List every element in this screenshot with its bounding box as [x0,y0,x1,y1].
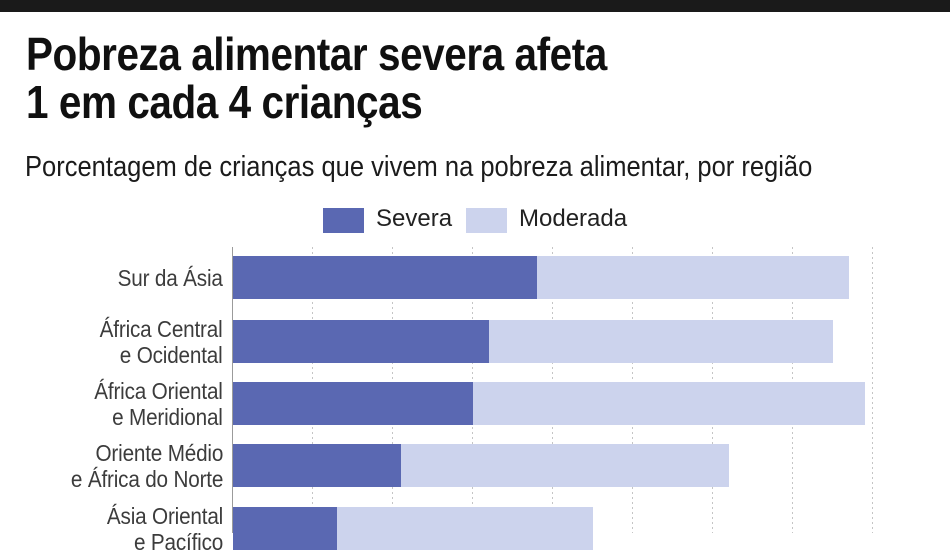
bar-severe-3 [233,382,473,425]
bar-moderate-3 [473,382,865,425]
row-label-1: Sur da Ásia [117,264,223,291]
bar-severe-4 [233,444,401,487]
row-label-4: Oriente Médio e África do Norte [70,439,223,492]
row-label-2: África Central e Ocidental [100,315,223,368]
y-axis-line [232,247,233,533]
legend-swatch-moderate [466,208,507,233]
bar-moderate-5 [337,507,593,550]
bar-severe-5 [233,507,337,550]
row-label-3: África Oriental e Meridional [94,377,224,430]
legend-label-moderate: Moderada [519,205,628,232]
chart-subtitle: Porcentagem de crianças que vivem na pob… [25,151,813,183]
page-title-line1: Pobreza alimentar severa afeta [26,28,607,80]
legend-label-severe: Severa [376,205,453,232]
page-title-line2: 1 em cada 4 crianças [26,76,423,128]
bar-moderate-1 [537,256,849,299]
bar-moderate-2 [489,320,833,363]
row-label-5: Ásia Oriental e Pacífico [106,502,223,555]
legend-swatch-severe [323,208,364,233]
bar-chart: Sur da Ásia África Central e Ocidental Áfri… [70,247,873,555]
x-gridline-80 [872,247,873,533]
page-title: Pobreza alimentar severa afeta 1 em cada… [26,30,607,126]
bar-severe-2 [233,320,489,363]
bar-severe-1 [233,256,537,299]
top-accent-bar [0,0,950,12]
bar-moderate-4 [401,444,729,487]
